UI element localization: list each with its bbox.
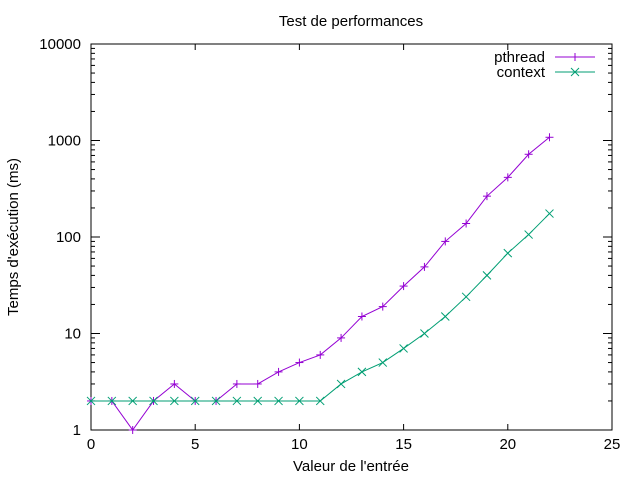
data-point-context — [253, 396, 263, 406]
data-point-pthread — [357, 312, 366, 321]
y-tick-label: 10 — [64, 326, 81, 343]
data-point-context — [357, 367, 367, 377]
x-tick-label: 25 — [604, 436, 621, 453]
data-point-pthread — [295, 358, 304, 367]
legend-marker-context — [570, 67, 580, 77]
plot-frame — [90, 43, 613, 431]
y-tick-label: 100 — [56, 229, 81, 246]
data-point-context — [149, 396, 158, 406]
y-axis-label: Temps d'exécution (ms) — [5, 158, 22, 316]
data-point-context — [378, 358, 388, 367]
data-point-pthread — [441, 237, 450, 246]
x-tick-label: 5 — [191, 436, 199, 453]
axis-ticks: 0 5 10 15 20 25 1 10 100 1000 10000 — [39, 36, 620, 453]
y-tick-label: 10000 — [39, 36, 81, 53]
data-point-context — [315, 396, 325, 406]
data-point-pthread — [482, 192, 491, 201]
data-point-context — [482, 271, 492, 280]
data-point-context — [545, 209, 554, 218]
y-tick-label: 1 — [73, 422, 81, 439]
x-axis-label: Valeur de l'entrée — [293, 458, 409, 475]
data-point-context — [170, 396, 179, 406]
series-line-context — [91, 213, 550, 402]
series-layer — [86, 133, 554, 434]
data-point-context — [211, 396, 221, 406]
data-point-context — [128, 396, 138, 406]
data-point-pthread — [337, 333, 346, 342]
legend-marker-pthread — [571, 53, 579, 61]
data-point-pthread — [232, 379, 241, 388]
series-line-pthread — [91, 136, 550, 431]
data-point-context — [232, 396, 242, 406]
data-point-context — [524, 230, 533, 239]
data-point-context — [461, 292, 471, 302]
data-point-context — [336, 379, 346, 389]
data-point-pthread — [545, 133, 554, 142]
y-tick-label: 1000 — [48, 133, 81, 150]
data-point-context — [399, 344, 408, 353]
data-point-pthread — [170, 379, 179, 388]
data-point-pthread — [420, 262, 429, 271]
chart-title: Test de performances — [279, 13, 423, 30]
data-point-pthread — [462, 219, 471, 228]
data-point-pthread — [253, 379, 262, 388]
data-point-pthread — [524, 150, 533, 159]
series-pthread — [87, 133, 554, 434]
data-point-pthread — [274, 367, 283, 376]
data-point-pthread — [316, 350, 325, 359]
data-point-pthread — [378, 302, 387, 311]
x-tick-label: 0 — [87, 436, 95, 453]
data-point-pthread — [503, 173, 512, 182]
x-tick-label: 20 — [499, 436, 516, 453]
series-context — [86, 209, 554, 406]
legend-label-context: context — [497, 64, 546, 81]
data-point-context — [274, 396, 283, 406]
legend-label-pthread: pthread — [494, 49, 545, 66]
x-tick-label: 10 — [291, 436, 308, 453]
data-point-pthread — [399, 282, 408, 291]
data-point-context — [190, 396, 200, 406]
data-point-context — [503, 248, 513, 258]
data-point-pthread — [128, 426, 137, 434]
data-point-context — [86, 396, 96, 406]
data-point-context — [420, 329, 429, 338]
data-point-context — [295, 396, 304, 406]
x-tick-label: 15 — [395, 436, 412, 453]
data-point-context — [440, 312, 450, 321]
data-point-context — [107, 396, 117, 406]
